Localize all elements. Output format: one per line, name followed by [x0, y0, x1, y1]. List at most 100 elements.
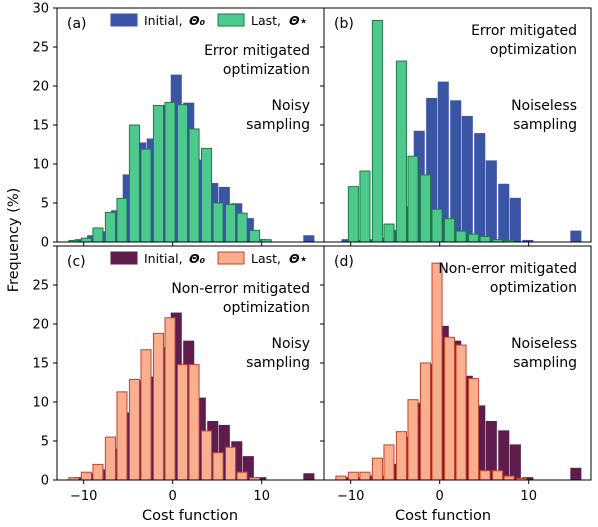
y-tick-label: 25	[32, 41, 49, 56]
sampling-annotation: Noiseless	[511, 336, 577, 352]
x-tick-label: 10	[520, 489, 537, 504]
y-tick-label: 30	[32, 2, 49, 17]
optimization-annotation: optimization	[223, 300, 310, 316]
bar-last	[164, 317, 176, 481]
sampling-annotation: sampling	[246, 355, 310, 371]
x-axis-label-right: Cost function	[395, 508, 491, 524]
bar-last	[80, 237, 92, 243]
bar-initial	[509, 444, 521, 481]
legend-math-last: Θ⋆	[289, 251, 307, 266]
bar-last	[407, 155, 419, 243]
bar-last	[383, 444, 395, 481]
bar-last	[249, 229, 261, 243]
x-tick-label: 0	[169, 489, 177, 504]
optimization-annotation: Error mitigated	[204, 43, 310, 59]
panel-letter: (a)	[67, 16, 87, 32]
bar-last	[152, 332, 164, 481]
bar-last	[443, 336, 456, 481]
y-tick-label: 0	[41, 236, 49, 251]
y-tick-label: 5	[41, 435, 49, 450]
bar-last	[164, 101, 176, 243]
bar-last	[347, 186, 359, 243]
panel-d: −10 0 10 (d) Non-error mitigated optimization…	[320, 245, 592, 504]
bar-last	[200, 147, 213, 243]
bar-last	[200, 430, 213, 481]
y-tick-label: 10	[32, 158, 49, 173]
bar-last	[431, 208, 443, 243]
y-tick-label: 0	[41, 474, 49, 489]
sampling-annotation: sampling	[513, 117, 577, 133]
bar-last	[443, 218, 456, 243]
bar-initial	[474, 133, 486, 243]
bar-initial	[303, 235, 315, 243]
legend-label-initial: Initial,	[144, 251, 183, 266]
bar-last	[455, 230, 467, 243]
bar-initial	[509, 197, 521, 243]
optimization-annotation: optimization	[223, 62, 310, 78]
bar-last	[431, 262, 443, 481]
bar-last	[152, 105, 164, 243]
panel-a: 0 5 10 15 20 25 30 (a) Error mitigated optimizati…	[32, 2, 325, 251]
optimization-annotation: optimization	[490, 280, 577, 296]
optimization-annotation: Non-error mitigated	[438, 261, 577, 277]
bar-last	[188, 364, 200, 481]
x-tick-label: −10	[337, 489, 364, 504]
bar-last	[395, 431, 407, 481]
bar-last	[176, 104, 189, 243]
y-tick-label: 5	[41, 197, 49, 212]
bar-initial	[498, 183, 510, 243]
bar-last	[225, 446, 237, 481]
bar-last	[225, 204, 237, 243]
bar-last	[188, 128, 200, 243]
bar-last	[419, 362, 431, 481]
x-axis-label-left: Cost function	[142, 508, 238, 524]
bar-last	[212, 452, 224, 481]
x-tick-label: 10	[253, 489, 270, 504]
bar-last	[92, 463, 104, 481]
bar-last	[236, 212, 248, 243]
x-tick-label: 0	[436, 489, 444, 504]
x-tick-label: −10	[70, 489, 97, 504]
bar-last	[80, 471, 92, 481]
bar-last	[236, 471, 248, 481]
panel-c: 0 5 10 15 20 25 −10 0 10 (c) Non-error mitigated op…	[32, 245, 325, 504]
bar-last	[104, 211, 116, 243]
panel-letter: (b)	[334, 16, 354, 32]
bar-last	[359, 471, 371, 481]
bar-last	[492, 470, 504, 481]
bar-initial	[303, 473, 315, 481]
sampling-annotation: Noiseless	[511, 98, 577, 114]
bar-last	[212, 202, 224, 243]
bar-last	[176, 364, 189, 481]
optimization-annotation: Error mitigated	[471, 23, 577, 39]
bar-last	[479, 236, 491, 243]
y-tick-label: 10	[32, 396, 49, 411]
bar-last	[347, 471, 359, 481]
panel-b: (b) Error mitigated optimization Noiseless s…	[320, 7, 592, 246]
bar-last	[455, 344, 467, 481]
bar-initial	[570, 467, 582, 481]
sampling-annotation: sampling	[246, 117, 310, 133]
bar-last	[104, 436, 116, 481]
bar-last	[383, 223, 395, 243]
y-tick-label: 25	[32, 279, 49, 294]
legend-label-initial: Initial,	[144, 13, 183, 28]
bar-initial	[485, 160, 497, 243]
optimization-annotation: optimization	[490, 42, 577, 58]
bar-last	[407, 399, 419, 481]
bar-last	[371, 457, 383, 481]
panel-letter: (d)	[334, 254, 354, 270]
bar-last	[128, 124, 140, 243]
bar-last	[128, 378, 140, 481]
panel-letter: (c)	[67, 254, 86, 270]
bar-last	[140, 349, 152, 481]
y-tick-label: 20	[32, 80, 49, 95]
legend-label-last: Last,	[251, 13, 281, 28]
bar-last	[467, 378, 480, 481]
legend-math-initial: Θ₀	[189, 13, 206, 28]
bar-last	[503, 475, 515, 481]
sampling-annotation: Noisy	[271, 336, 310, 352]
bar-initial	[461, 115, 473, 243]
y-axis-label: Frequency (%)	[6, 188, 22, 293]
